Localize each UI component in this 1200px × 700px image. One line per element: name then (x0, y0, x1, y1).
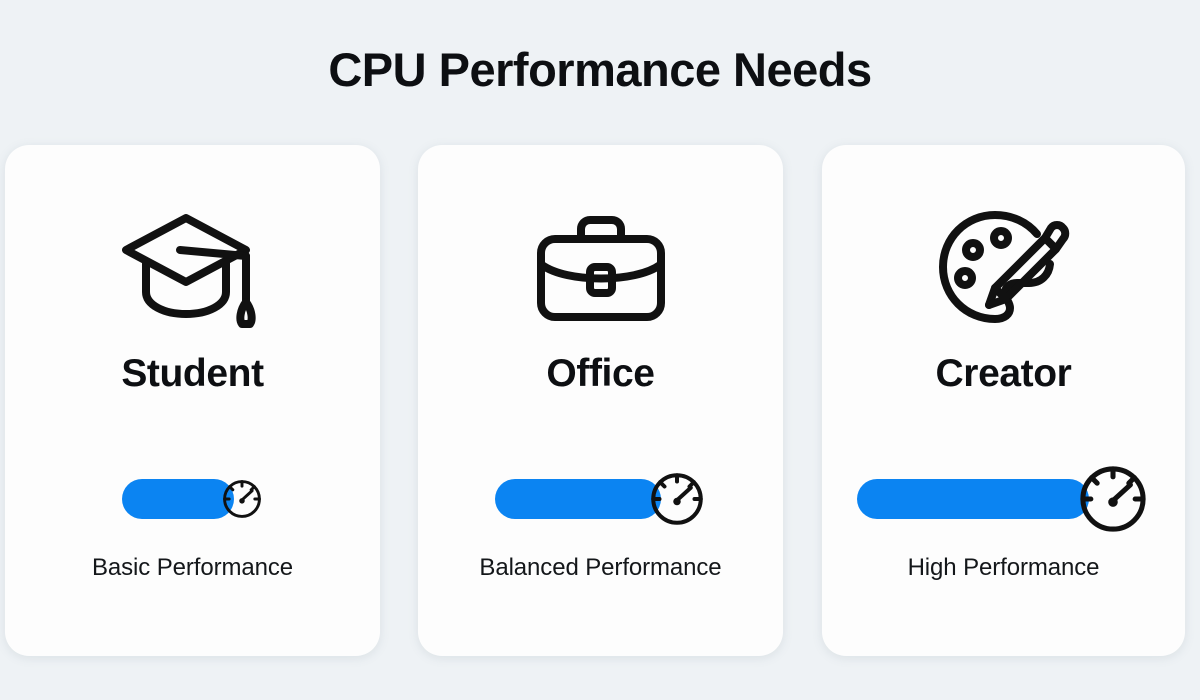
card-caption: Basic Performance (91, 554, 294, 581)
gauge-icon (220, 477, 264, 521)
card-creator[interactable]: Creator High Performance (822, 145, 1185, 656)
palette-brush-icon (933, 193, 1075, 343)
card-caption: Balanced Performance (479, 554, 722, 581)
gauge-icon (1075, 461, 1151, 537)
graduation-cap-icon (118, 193, 268, 343)
card-title: Creator (935, 352, 1072, 395)
performance-bar-fill (494, 479, 661, 519)
gauge-icon (647, 469, 707, 529)
card-office[interactable]: Office Balanced Performance (418, 145, 783, 656)
briefcase-icon (531, 193, 671, 343)
card-student[interactable]: Student Basic Performance (5, 145, 380, 656)
cards-row: Student Basic Performance (0, 145, 1200, 656)
card-caption: High Performance (907, 554, 1100, 581)
performance-meter (494, 459, 707, 539)
performance-bar-fill (856, 479, 1089, 519)
card-title: Office (546, 352, 655, 395)
page-title: CPU Performance Needs (328, 43, 872, 96)
performance-bar-fill (121, 479, 234, 519)
card-title: Student (121, 352, 264, 395)
performance-meter (121, 459, 264, 539)
performance-meter (856, 459, 1151, 539)
